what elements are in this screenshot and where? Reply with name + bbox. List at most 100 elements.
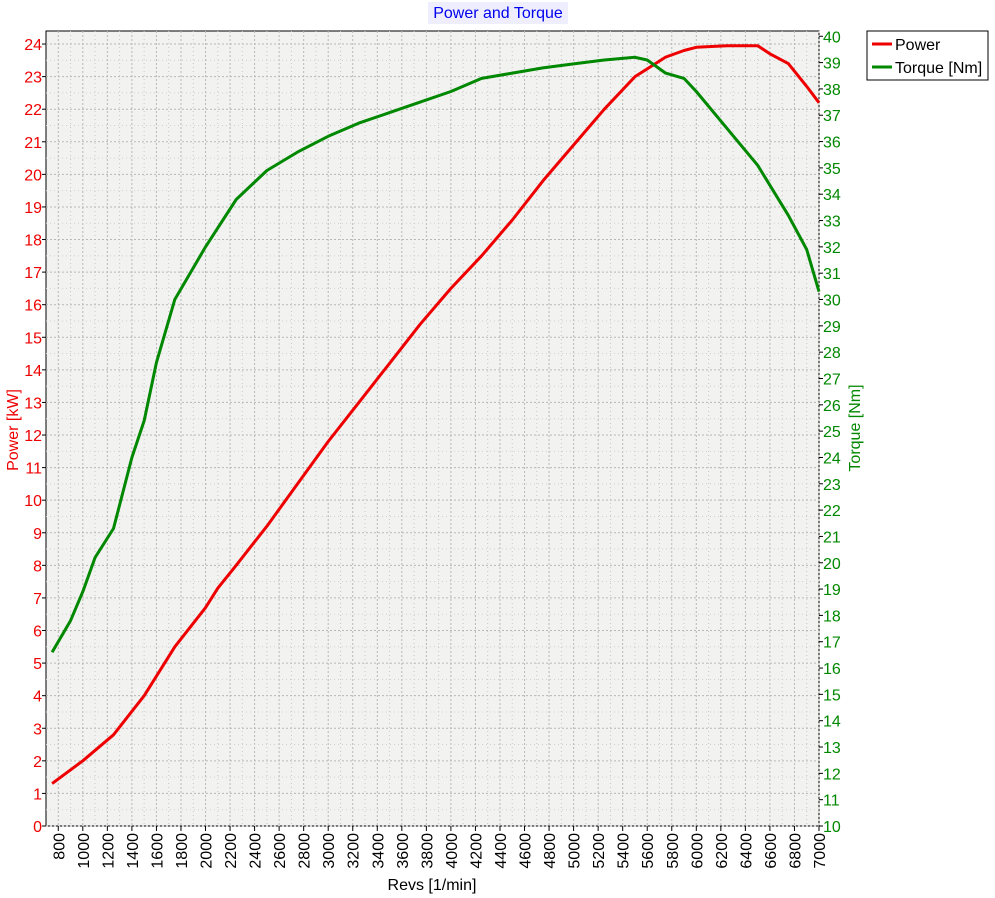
y-right-tick-label: 29	[823, 319, 841, 336]
y-left-tick-label: 0	[33, 819, 42, 836]
x-tick-label: 4600	[518, 833, 535, 869]
y-left-tick-label: 13	[24, 395, 42, 412]
x-tick-label: 7000	[812, 833, 829, 869]
y-left-tick-label: 5	[33, 656, 42, 673]
x-tick-label: 800	[51, 833, 68, 860]
y-right-tick-label: 17	[823, 635, 841, 652]
y-right-tick-label: 25	[823, 424, 841, 441]
x-tick-label: 1200	[100, 833, 117, 869]
y-left-tick-label: 12	[24, 428, 42, 445]
x-axis-title: Revs [1/min]	[388, 877, 477, 894]
x-tick-label: 2600	[272, 833, 289, 869]
y-left-tick-label: 1	[33, 786, 42, 803]
y-right-tick-label: 19	[823, 582, 841, 599]
x-tick-label: 6000	[689, 833, 706, 869]
x-tick-label: 5400	[616, 833, 633, 869]
y-right-tick-label: 18	[823, 608, 841, 625]
y-right-tick-label: 14	[823, 714, 841, 731]
x-tick-label: 5600	[640, 833, 657, 869]
grid	[46, 31, 820, 827]
x-tick-label: 2400	[248, 833, 265, 869]
legend: Power Torque [Nm]	[866, 30, 989, 81]
x-tick-label: 1000	[76, 833, 93, 869]
y-right-tick-label: 30	[823, 293, 841, 310]
x-tick-label: 5800	[665, 833, 682, 869]
y-left-tick-label: 21	[24, 135, 42, 152]
x-tick-label: 1800	[174, 833, 191, 869]
y-left-tick-label: 20	[24, 167, 42, 184]
series-lines	[50, 44, 821, 785]
x-tick-label: 6400	[738, 833, 755, 869]
y-right-tick-label: 22	[823, 503, 841, 520]
y-left-tick-label: 16	[24, 298, 42, 315]
y-left-tick-label: 18	[24, 233, 42, 250]
plot-area	[45, 30, 820, 827]
y-right-tick-label: 21	[823, 529, 841, 546]
y-right-axis-title: Torque [Nm]	[847, 384, 864, 471]
x-tick-label: 6200	[714, 833, 731, 869]
x-tick-label: 4400	[493, 833, 510, 869]
y-left-tick-label: 9	[33, 526, 42, 543]
y-right-tick-label: 11	[823, 793, 840, 810]
y-left-tick-label: 7	[33, 591, 42, 608]
y-left-tick-label: 8	[33, 558, 42, 575]
y-right-tick-label: 34	[823, 187, 841, 204]
y-left-tick-label: 17	[24, 265, 42, 282]
y-left-tick-label: 15	[24, 330, 42, 347]
y-right-tick-label: 27	[823, 371, 841, 388]
y-right-tick-label: 37	[823, 108, 841, 125]
y-right-tick-label: 12	[823, 766, 841, 783]
x-tick-label: 5000	[567, 833, 584, 869]
y-right-tick-label: 26	[823, 398, 841, 415]
x-tick-label: 3600	[395, 833, 412, 869]
axes: 800 1000 1200 1400 1600 1800 2000 2200 2400 2600 2…	[24, 29, 841, 868]
y-right-tick-label: 10	[823, 819, 841, 836]
y-right-tick-label: 33	[823, 214, 841, 231]
x-tick-label: 6800	[787, 833, 804, 869]
y-right-tick-label: 31	[823, 266, 841, 283]
y-right-tick-label: 16	[823, 661, 841, 678]
legend-box	[866, 30, 989, 81]
y-left-tick-label: 11	[25, 461, 42, 478]
x-tick-label: 1600	[149, 833, 166, 869]
x-tick-label: 4000	[444, 833, 461, 869]
y-right-tick-label: 15	[823, 687, 841, 704]
x-tick-label: 3000	[321, 833, 338, 869]
y-right-tick-label: 40	[823, 29, 841, 46]
y-right-tick-label: 35	[823, 161, 841, 178]
y-left-tick-label: 22	[24, 102, 42, 119]
series-line-torque	[50, 55, 821, 654]
y-right-tick-label: 24	[823, 450, 841, 467]
y-right-tick-label: 36	[823, 135, 841, 152]
y-left-tick-label: 23	[24, 70, 42, 87]
y-left-tick-label: 19	[24, 200, 42, 217]
x-tick-label: 2200	[223, 833, 240, 869]
x-tick-label: 3200	[346, 833, 363, 869]
y-right-tick-label: 32	[823, 240, 841, 257]
y-left-tick-label: 2	[33, 754, 42, 771]
y-right-tick-label: 20	[823, 556, 841, 573]
x-tick-label: 4800	[542, 833, 559, 869]
y-right-tick-label: 38	[823, 82, 841, 99]
x-tick-label: 6600	[763, 833, 780, 869]
y-left-tick-label: 4	[33, 689, 42, 706]
x-tick-label: 5200	[591, 833, 608, 869]
y-left-axis-title: Power [kW]	[5, 389, 22, 471]
title-background	[428, 2, 568, 24]
y-right-tick-label: 23	[823, 477, 841, 494]
y-right-tick-label: 13	[823, 740, 841, 757]
y-left-tick-label: 14	[24, 363, 42, 380]
y-left-tick-label: 3	[33, 721, 42, 738]
series-line-power	[51, 44, 821, 785]
y-left-tick-label: 10	[24, 493, 42, 510]
x-tick-label: 3400	[370, 833, 387, 869]
chart-title: Power and Torque	[433, 5, 563, 22]
y-right-tick-label: 28	[823, 345, 841, 362]
x-tick-label: 2800	[297, 833, 314, 869]
legend-label-power: Power	[895, 37, 941, 54]
legend-label-torque: Torque [Nm]	[895, 60, 982, 77]
y-left-tick-label: 24	[24, 37, 42, 54]
x-tick-label: 3800	[419, 833, 436, 869]
y-left-tick-label: 6	[33, 624, 42, 641]
